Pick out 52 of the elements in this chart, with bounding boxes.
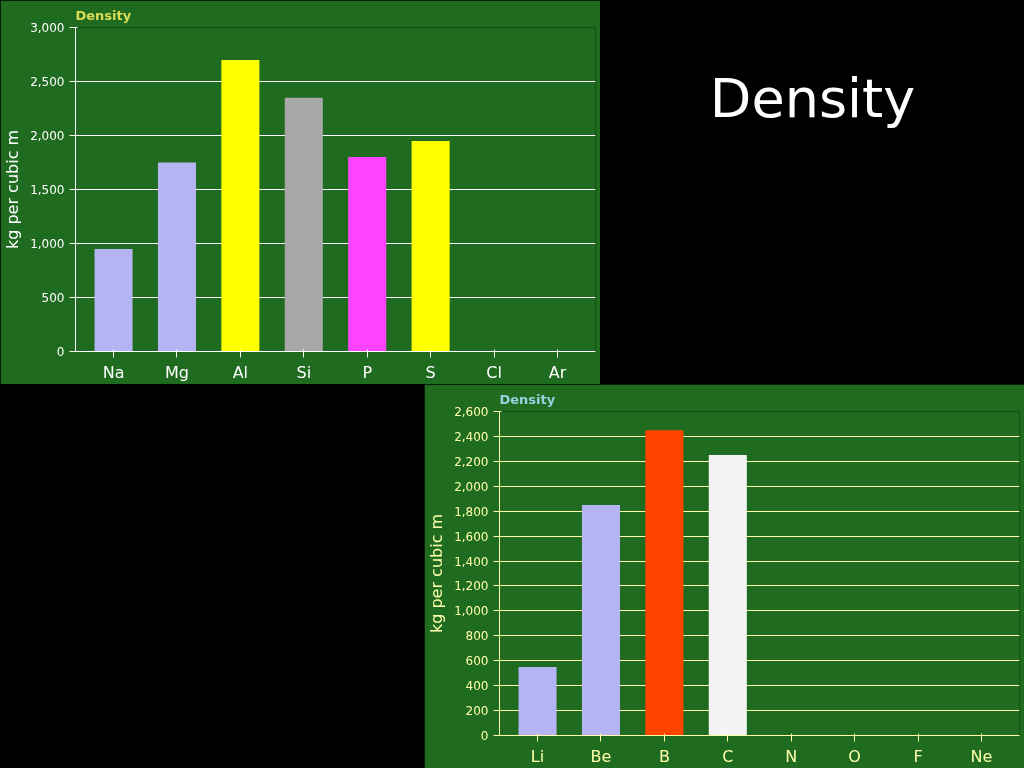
y-tick-label: 0 — [480, 729, 489, 743]
chart-title: Density — [75, 7, 132, 23]
x-tick-label: S — [425, 362, 436, 382]
x-tick-label: C — [722, 746, 734, 766]
bar — [411, 140, 450, 352]
x-tick-label: O — [848, 746, 861, 766]
bar — [518, 666, 557, 736]
x-tick-label: Al — [232, 362, 249, 382]
x-tick-label: Ar — [548, 362, 567, 382]
y-tick-label: 1,000 — [454, 604, 489, 619]
x-tick-label: P — [362, 362, 373, 382]
bar — [348, 157, 387, 352]
y-axis-title: kg per cubic m — [427, 513, 447, 634]
x-tick-label: Mg — [164, 362, 189, 382]
y-tick-label: 3,000 — [30, 21, 65, 35]
bar — [157, 162, 196, 352]
chart-title: Density — [499, 391, 556, 407]
y-tick-label: 2,200 — [454, 454, 489, 469]
y-tick-label: 1,600 — [454, 529, 489, 544]
bar — [284, 97, 323, 352]
x-tick-label: Na — [102, 362, 125, 382]
y-tick-label: 800 — [465, 629, 489, 644]
x-tick-label: F — [913, 746, 923, 766]
y-axis-title: kg per cubic m — [3, 129, 23, 250]
x-tick-label: Be — [590, 746, 612, 766]
x-tick-label: Ne — [970, 746, 993, 766]
y-tick-label: 1,800 — [454, 504, 489, 519]
y-tick-label: 600 — [465, 654, 489, 669]
y-tick-label: 2,000 — [454, 479, 489, 494]
bar — [94, 248, 133, 352]
y-tick-label: 2,400 — [454, 429, 489, 444]
text: Density — [709, 67, 916, 131]
y-tick-label: 2,600 — [454, 405, 489, 419]
y-tick-label: 400 — [465, 679, 489, 694]
y-tick-label: 1,000 — [30, 237, 65, 251]
y-tick-label: 1,500 — [30, 183, 65, 197]
bar — [645, 430, 684, 736]
x-tick-label: Li — [530, 746, 545, 766]
x-tick-label: Si — [296, 362, 312, 382]
x-tick-label: B — [658, 746, 670, 766]
bar — [581, 504, 620, 736]
x-tick-label: Cl — [486, 362, 502, 382]
y-tick-label: 0 — [56, 345, 65, 359]
y-tick-label: 2,000 — [30, 129, 65, 143]
y-tick-label: 1,200 — [454, 579, 489, 594]
y-tick-label: 500 — [41, 291, 65, 305]
bar — [221, 59, 260, 352]
y-tick-label: 200 — [465, 704, 489, 719]
x-tick-label: N — [785, 746, 798, 766]
y-tick-label: 2,500 — [30, 75, 65, 89]
bar — [708, 455, 747, 736]
y-tick-label: 1,400 — [454, 554, 489, 569]
